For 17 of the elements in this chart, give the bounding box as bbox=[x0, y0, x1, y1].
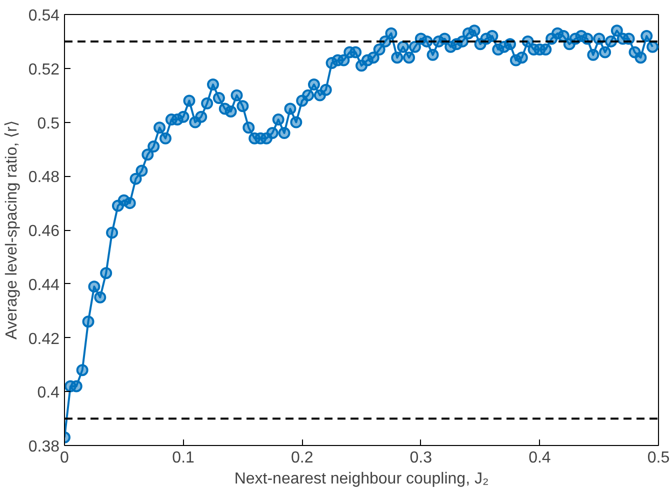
y-tick-label: 0.48 bbox=[28, 169, 60, 186]
y-tick-label: 0.4 bbox=[37, 384, 60, 402]
x-tick-label: 0.1 bbox=[172, 450, 195, 466]
y-axis-title: Average level-spacing ratio, ⟨r⟩ bbox=[3, 120, 20, 340]
y-tick-label: 0.38 bbox=[28, 438, 60, 456]
x-tick-label: 0.5 bbox=[647, 450, 670, 466]
y-tick-label: 0.42 bbox=[28, 330, 60, 348]
y-tick-label: 0.46 bbox=[28, 223, 60, 240]
y-tick-label: 0.54 bbox=[28, 8, 60, 24]
x-tick-label: 0.2 bbox=[290, 450, 314, 466]
x-axis-title: Next-nearest neighbour coupling, J₂ bbox=[234, 470, 489, 488]
y-tick-label: 0.44 bbox=[28, 276, 60, 294]
x-tick-label: 0.3 bbox=[410, 450, 432, 466]
y-tick-label: 0.5 bbox=[37, 115, 60, 132]
x-tick-label: 0.4 bbox=[528, 450, 551, 466]
x-tick-label: 0 bbox=[60, 450, 70, 466]
y-tick-label: 0.52 bbox=[28, 61, 60, 78]
